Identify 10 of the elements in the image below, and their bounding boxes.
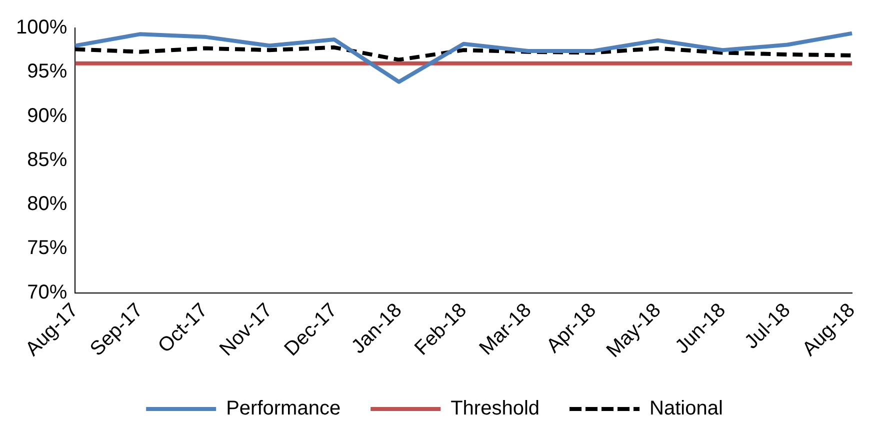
y-tick-label: 80% [27, 193, 68, 216]
legend-label: Threshold [450, 398, 540, 420]
legend-label: Performance [226, 398, 341, 420]
y-tick-label: 95% [27, 60, 68, 83]
y-tick-label: 85% [27, 148, 68, 171]
y-tick-label: 90% [27, 104, 68, 127]
y-tick-label: 100% [16, 16, 68, 39]
legend-label: National [650, 398, 723, 420]
y-tick-label: 70% [27, 281, 68, 304]
y-tick-label: 75% [27, 237, 68, 260]
